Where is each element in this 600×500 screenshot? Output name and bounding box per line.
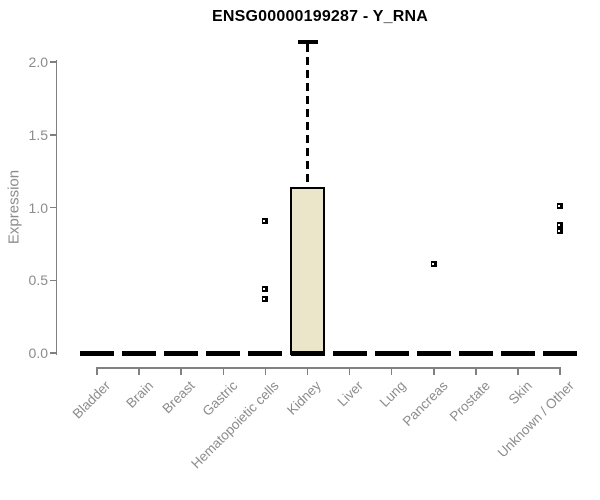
median-bar bbox=[206, 350, 241, 356]
outlier-point bbox=[430, 261, 437, 268]
outlier-point bbox=[262, 217, 269, 224]
x-axis-tick bbox=[559, 367, 561, 375]
y-axis-tick bbox=[50, 279, 56, 281]
outlier-point-inner bbox=[558, 223, 561, 226]
median-bar bbox=[122, 350, 157, 356]
outlier-point-inner bbox=[558, 205, 561, 208]
x-axis-tick bbox=[264, 367, 267, 375]
chart-title: ENSG00000199287 - Y_RNA bbox=[212, 8, 428, 25]
y-tick-label: 0.5 bbox=[28, 272, 48, 289]
x-axis-line bbox=[96, 367, 562, 369]
outlier-point bbox=[262, 296, 269, 303]
y-axis-tick bbox=[50, 61, 56, 63]
x-tick-label-8: Pancreas bbox=[399, 378, 451, 429]
x-tick-label-1: Brain bbox=[122, 378, 156, 411]
y-tick-label: 1.5 bbox=[28, 126, 48, 143]
x-tick-label-6: Liver bbox=[334, 378, 367, 410]
median-bar bbox=[248, 350, 283, 356]
median-bar bbox=[458, 350, 493, 356]
outlier-point-inner bbox=[263, 287, 266, 290]
y-axis-tick bbox=[50, 352, 56, 354]
outlier-point bbox=[557, 221, 564, 228]
median-bar bbox=[501, 350, 535, 356]
outlier-point-inner bbox=[263, 219, 266, 222]
whisker-dashed-line bbox=[306, 43, 309, 187]
x-tick-label-7: Lung bbox=[376, 378, 409, 410]
outlier-point-inner bbox=[263, 298, 266, 301]
x-tick-label-3: Gastric bbox=[199, 378, 240, 419]
outlier-point-inner bbox=[558, 229, 561, 232]
x-tick-label-2: Breast bbox=[159, 378, 198, 417]
x-tick-label-9: Prostate bbox=[446, 378, 493, 425]
y-tick-label: 1.0 bbox=[28, 199, 48, 216]
median-bar bbox=[374, 350, 409, 356]
x-axis-tick bbox=[138, 367, 140, 375]
y-axis-tick bbox=[50, 134, 56, 136]
x-axis-tick bbox=[475, 367, 477, 375]
y-axis-tick bbox=[50, 206, 56, 209]
x-axis-tick bbox=[390, 367, 393, 375]
x-axis-tick bbox=[180, 367, 182, 375]
outlier-point-inner bbox=[431, 263, 434, 266]
y-axis-line bbox=[55, 60, 57, 355]
x-axis-tick bbox=[348, 367, 351, 375]
y-tick-label: 0.0 bbox=[28, 345, 48, 361]
whisker-cap bbox=[297, 40, 318, 44]
x-tick-label-5: Kidney bbox=[284, 378, 325, 418]
median-bar bbox=[164, 350, 199, 356]
median-bar bbox=[416, 350, 451, 356]
box-kidney bbox=[290, 187, 325, 355]
x-tick-label-0: Bladder bbox=[70, 378, 114, 422]
outlier-point bbox=[557, 227, 564, 234]
x-axis-tick bbox=[517, 367, 519, 375]
x-axis-tick bbox=[222, 367, 225, 375]
median-bar bbox=[290, 350, 325, 356]
x-tick-label-10: Skin bbox=[505, 378, 535, 408]
x-axis-tick bbox=[96, 367, 98, 375]
x-axis-tick bbox=[433, 367, 435, 375]
y-tick-label: 2.0 bbox=[28, 54, 48, 70]
median-bar bbox=[80, 350, 114, 356]
outlier-point bbox=[262, 285, 269, 292]
median-bar bbox=[332, 350, 367, 356]
x-tick-label-11: Unknown / Other bbox=[494, 378, 577, 461]
median-bar bbox=[543, 350, 578, 356]
outlier-point bbox=[557, 203, 564, 210]
x-axis-tick bbox=[306, 367, 309, 375]
